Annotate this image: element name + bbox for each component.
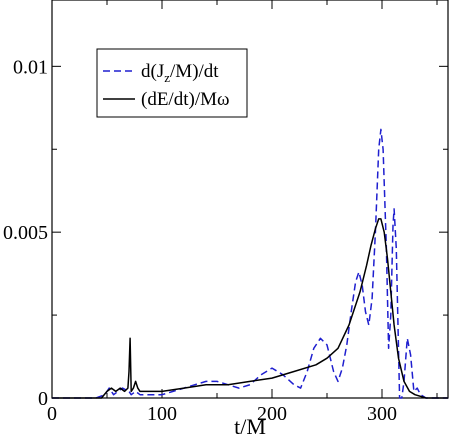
legend: d(Jz/M)/dt (dE/dt)/Mω [96, 48, 248, 118]
legend-label-de: (dE/dt)/Mω [141, 89, 230, 110]
x-tick-label: 100 [147, 403, 177, 425]
series-line-0 [52, 128, 448, 399]
legend-label-jz-subscript: z [164, 70, 170, 85]
x-tick-label: 0 [47, 403, 57, 425]
legend-label-jz: d(Jz/M)/dt [141, 61, 219, 85]
x-tick-label: 300 [367, 403, 397, 425]
x-tick-label: 200 [257, 403, 287, 425]
series-layer [52, 128, 448, 399]
legend-box [96, 48, 248, 118]
y-tick-label: 0 [38, 388, 48, 410]
x-axis-label: t/M [234, 414, 266, 439]
y-tick-label: 0.01 [13, 56, 48, 78]
legend-label-jz-part1: d(J [141, 61, 164, 82]
tick-labels: 0 100 200 300 0 0.005 0.01 [3, 56, 397, 425]
legend-label-jz-part2: /M)/dt [170, 61, 219, 82]
series-line-1 [52, 218, 448, 399]
y-tick-label: 0.005 [3, 222, 48, 244]
plot-frame [51, 0, 449, 399]
